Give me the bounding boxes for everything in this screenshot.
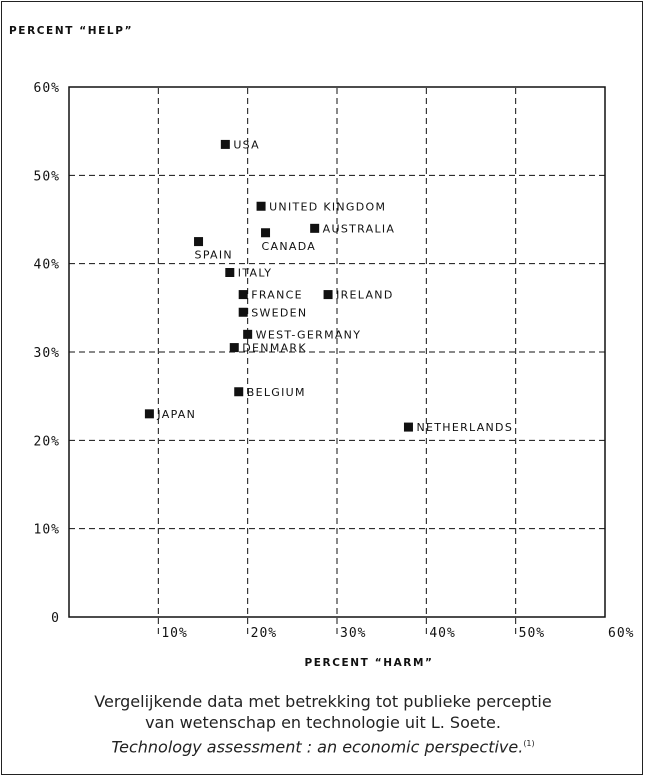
footnote-marker: (1) [523,739,535,748]
y-tick-label: 60% [34,81,60,96]
y-tick-label: 30% [34,346,60,361]
y-tick-label: 10% [34,523,60,538]
data-point-marker [243,329,253,339]
data-point-marker [256,201,266,211]
x-tick-label: 20% [251,626,277,641]
y-tick-label: 50% [34,169,60,184]
x-tick-label: 50% [519,626,545,641]
caption-line-2: van wetenschap en technologie uit L. Soe… [145,713,501,732]
y-axis-title: PERCENT “HELP” [9,25,133,37]
x-tick-labels: 10% 20% 30% 40% 50% 60% [161,626,634,641]
data-point-label: CANADA [262,240,317,253]
y-tick-label: 40% [34,258,60,273]
data-point-label: USA [233,138,260,151]
grid-lines [69,87,605,634]
data-point-label: UNITED KINGDOM [269,200,386,213]
data-point-label: BELGIUM [247,386,306,399]
x-tick-label: 10% [161,626,187,641]
data-point-marker [234,387,244,397]
data-point-marker [238,290,248,300]
data-point-marker [403,422,413,432]
x-tick-label: 30% [340,626,366,641]
x-axis-title: PERCENT “HARM” [304,657,433,669]
data-point-marker [225,268,235,277]
data-point-label: AUSTRALIA [323,222,396,235]
data-point-label: FRANCE [251,289,303,302]
data-point-label: WEST-GERMANY [256,328,362,341]
data-point-label: NETHERLANDS [416,421,513,434]
data-point-marker [261,228,271,238]
y-tick-label: 0 [51,611,60,626]
caption-source-title: Technology assessment : an economic pers… [111,737,524,757]
data-point-label: DENMARK [242,342,307,355]
y-tick-label: 20% [34,434,60,449]
data-point-label: SPAIN [195,249,233,262]
data-point-marker [220,139,230,149]
data-point-label: JAPAN [156,408,196,421]
scatter-chart: PERCENT “HELP” PERCENT “HARM” 0 10% 20% 30%… [9,25,634,669]
data-point-label: IRELAND [336,289,394,302]
x-tick-label: 60% [608,626,634,641]
data-point-marker [144,409,154,419]
data-point-marker [238,307,248,317]
data-point-label: SWEDEN [251,306,307,319]
x-tick-label: 40% [429,626,455,641]
data-point-marker [323,290,333,300]
caption-line-3: Technology assessment : an economic pers… [0,733,646,757]
data-point-marker [194,237,204,247]
data-point-label: ITALY [238,267,273,280]
data-points: USA UNITED KINGDOM AUSTRALIA CANADA SPAIN ITA… [144,138,513,434]
figure-caption: Vergelijkende data met betrekking tot pu… [0,691,646,757]
y-tick-labels: 0 10% 20% 30% 40% 50% 60% [34,81,60,626]
data-point-marker [310,223,320,233]
caption-line-1: Vergelijkende data met betrekking tot pu… [94,692,552,711]
data-point-marker [229,343,239,353]
